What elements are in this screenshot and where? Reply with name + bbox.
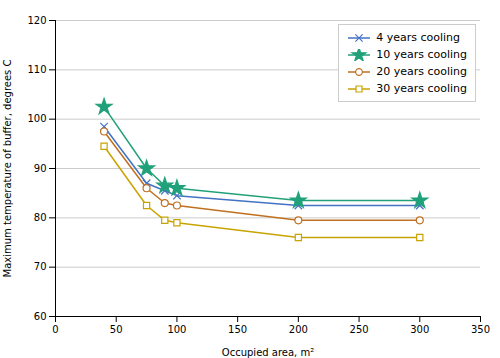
html-text:10 years cooling: 10 years cooling	[376, 48, 467, 61]
svg-text:80: 80	[34, 212, 47, 223]
svg-text:300: 300	[410, 324, 429, 335]
svg-text:100: 100	[27, 113, 46, 124]
svg-text:60: 60	[34, 311, 47, 322]
svg-text:200: 200	[289, 324, 308, 335]
svg-text:150: 150	[228, 324, 247, 335]
svg-text:50: 50	[110, 324, 123, 335]
svg-text:100: 100	[167, 324, 186, 335]
svg-text:110: 110	[27, 64, 46, 75]
svg-text:70: 70	[34, 261, 47, 272]
html-text:4 years cooling: 4 years cooling	[376, 31, 460, 44]
svg-text:Maximum temperature of buffer,: Maximum temperature of buffer, degrees C	[2, 60, 13, 278]
html-text:20 years cooling: 20 years cooling	[376, 65, 467, 78]
html-text:30 years cooling: 30 years cooling	[376, 82, 467, 95]
svg-text:250: 250	[350, 324, 369, 335]
svg-text:Occupied area, m²: Occupied area, m²	[222, 347, 314, 358]
svg-text:90: 90	[34, 163, 47, 174]
svg-text:120: 120	[27, 15, 46, 26]
svg-text:350: 350	[471, 324, 490, 335]
svg-text:0: 0	[52, 324, 58, 335]
